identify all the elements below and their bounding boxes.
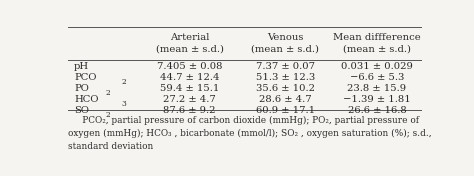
- Text: −6.6 ± 5.3: −6.6 ± 5.3: [350, 73, 404, 82]
- Text: −1.39 ± 1.81: −1.39 ± 1.81: [343, 95, 411, 104]
- Text: 87.6 ± 9.2: 87.6 ± 9.2: [164, 106, 216, 115]
- Text: SO: SO: [74, 106, 89, 115]
- Text: 2: 2: [121, 78, 126, 86]
- Text: 7.405 ± 0.08: 7.405 ± 0.08: [157, 62, 222, 71]
- Text: 26.6 ± 16.8: 26.6 ± 16.8: [347, 106, 406, 115]
- Text: 2: 2: [106, 111, 110, 119]
- Text: PO: PO: [74, 84, 89, 93]
- Text: 44.7 ± 12.4: 44.7 ± 12.4: [160, 73, 219, 82]
- Text: 7.37 ± 0.07: 7.37 ± 0.07: [255, 62, 315, 71]
- Text: PCO: PCO: [74, 73, 96, 82]
- Text: 28.6 ± 4.7: 28.6 ± 4.7: [259, 95, 311, 104]
- Text: Venous
(mean ± s.d.): Venous (mean ± s.d.): [251, 33, 319, 54]
- Text: oxygen (mmHg); HCO₃ , bicarbonate (mmol/l); SO₂ , oxygen saturation (%); s.d.,: oxygen (mmHg); HCO₃ , bicarbonate (mmol/…: [68, 129, 432, 138]
- Text: 0.031 ± 0.029: 0.031 ± 0.029: [341, 62, 413, 71]
- Text: 27.2 ± 4.7: 27.2 ± 4.7: [163, 95, 216, 104]
- Text: pH: pH: [74, 62, 89, 71]
- Text: 59.4 ± 15.1: 59.4 ± 15.1: [160, 84, 219, 93]
- Text: 60.9 ± 17.1: 60.9 ± 17.1: [255, 106, 315, 115]
- Text: 3: 3: [121, 100, 126, 108]
- Text: 23.8 ± 15.9: 23.8 ± 15.9: [347, 84, 407, 93]
- Text: 2: 2: [106, 89, 110, 97]
- Text: standard deviation: standard deviation: [68, 142, 154, 151]
- Text: 51.3 ± 12.3: 51.3 ± 12.3: [255, 73, 315, 82]
- Text: Arterial
(mean ± s.d.): Arterial (mean ± s.d.): [155, 33, 224, 54]
- Text: PCO₂, partial pressure of carbon dioxide (mmHg); PO₂, partial pressure of: PCO₂, partial pressure of carbon dioxide…: [68, 116, 419, 125]
- Text: HCO: HCO: [74, 95, 99, 104]
- Text: 35.6 ± 10.2: 35.6 ± 10.2: [255, 84, 315, 93]
- Text: Mean diffference
(mean ± s.d.): Mean diffference (mean ± s.d.): [333, 33, 421, 54]
